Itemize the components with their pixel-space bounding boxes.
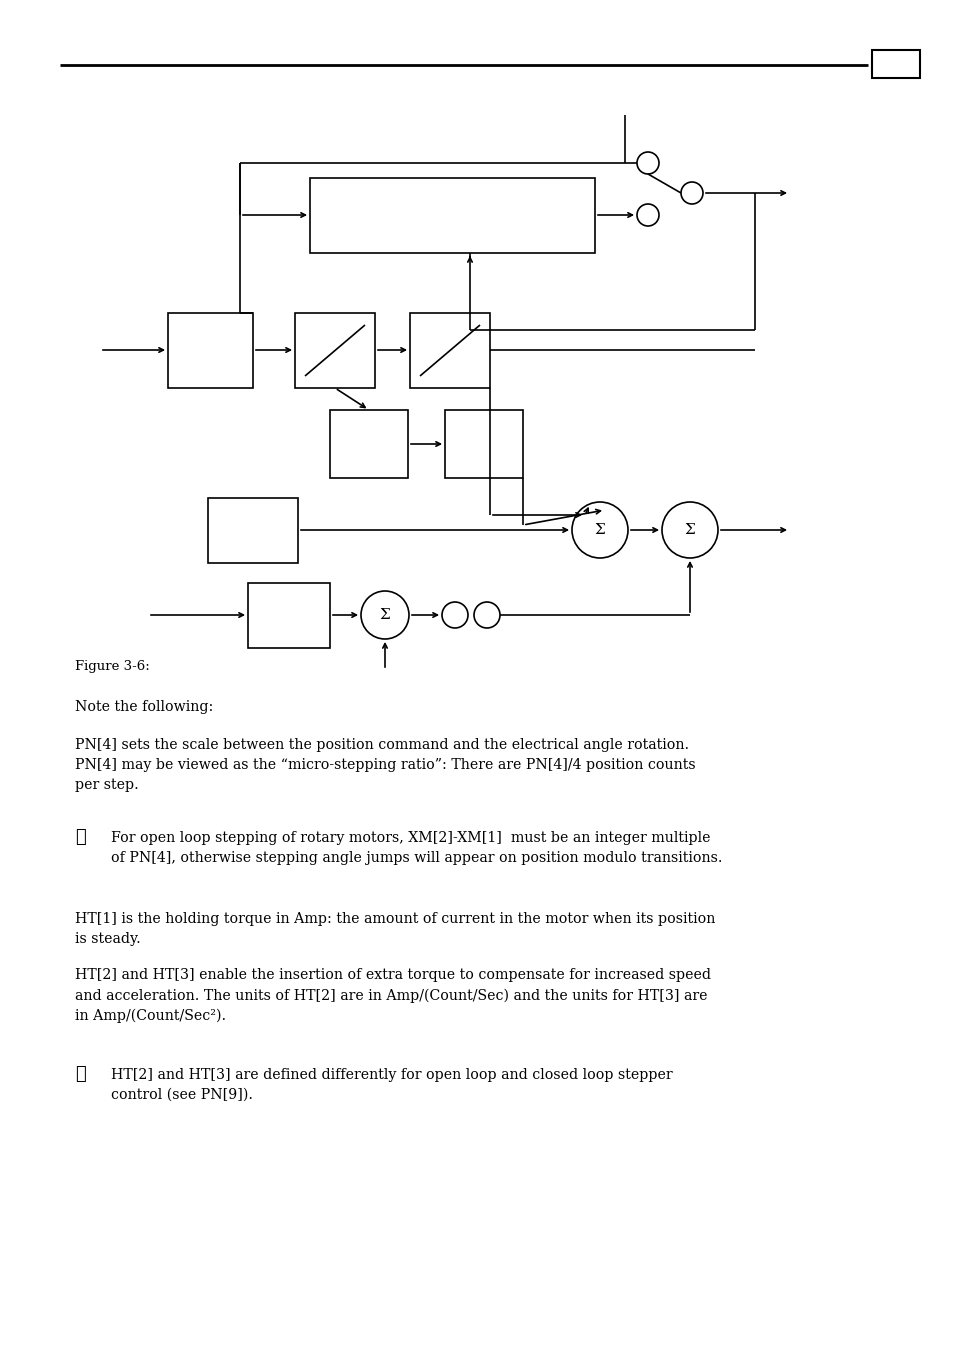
Bar (444, 409, 522, 478)
Text: For open loop stepping of rotary motors, XM[2]-XM[1]  must be an integer multipl: For open loop stepping of rotary motors,… (111, 831, 721, 865)
Bar (294, 313, 375, 388)
Text: 📲: 📲 (75, 828, 86, 846)
Bar (168, 313, 253, 388)
Text: Σ: Σ (379, 608, 390, 621)
Bar (310, 178, 595, 253)
Bar (871, 50, 919, 78)
Bar (208, 499, 297, 563)
Text: HT[1] is the holding torque in Amp: the amount of current in the motor when its : HT[1] is the holding torque in Amp: the … (75, 912, 715, 946)
Text: HT[2] and HT[3] are defined differently for open loop and closed loop stepper
co: HT[2] and HT[3] are defined differently … (111, 1069, 672, 1102)
Bar (248, 584, 330, 648)
Text: 📲: 📲 (75, 1065, 86, 1084)
Bar (410, 313, 490, 388)
Text: Figure 3-6:: Figure 3-6: (75, 661, 150, 673)
Text: PN[4] sets the scale between the position command and the electrical angle rotat: PN[4] sets the scale between the positio… (75, 738, 695, 792)
Text: Σ: Σ (594, 523, 605, 536)
Text: Σ: Σ (684, 523, 695, 536)
Text: Note the following:: Note the following: (75, 700, 213, 713)
Text: HT[2] and HT[3] enable the insertion of extra torque to compensate for increased: HT[2] and HT[3] enable the insertion of … (75, 969, 710, 1023)
Bar (330, 409, 408, 478)
